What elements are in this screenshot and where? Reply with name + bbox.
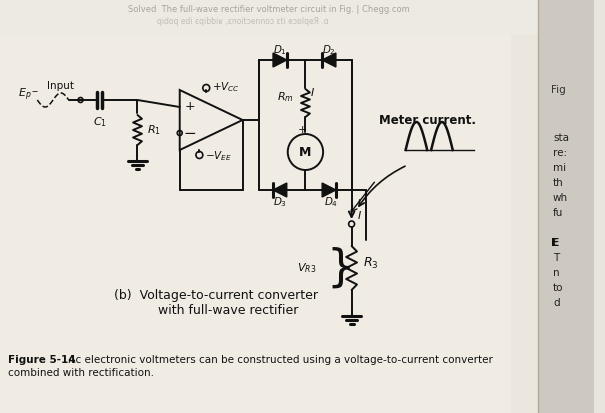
Text: (b)  Voltage-to-current converter: (b) Voltage-to-current converter: [114, 290, 318, 302]
Text: $I$: $I$: [310, 86, 315, 98]
Text: wh: wh: [553, 193, 568, 203]
Text: fu: fu: [553, 208, 563, 218]
Text: $E_p$: $E_p$: [18, 87, 31, 103]
Text: $R_1$: $R_1$: [147, 123, 162, 137]
Text: Meter current.: Meter current.: [379, 114, 476, 126]
Text: E: E: [551, 238, 558, 248]
Text: $C_1$: $C_1$: [93, 115, 107, 129]
Text: E: E: [553, 238, 560, 248]
Text: $D_2$: $D_2$: [322, 43, 336, 57]
Polygon shape: [322, 183, 336, 197]
Text: M: M: [299, 145, 312, 159]
Text: Ac electronic voltmeters can be constructed using a voltage-to-current converter: Ac electronic voltmeters can be construc…: [62, 355, 492, 365]
Text: +: +: [298, 125, 307, 135]
Text: mi: mi: [553, 163, 566, 173]
Text: --: --: [31, 86, 39, 96]
Text: $+V_{CC}$: $+V_{CC}$: [212, 80, 240, 94]
Text: $V_{R3}$: $V_{R3}$: [297, 261, 316, 275]
Text: T: T: [553, 253, 559, 263]
Text: Solved  The full-wave rectifier voltmeter circuit in Fig. | Chegg.com: Solved The full-wave rectifier voltmeter…: [128, 5, 410, 14]
Text: d: d: [553, 298, 560, 308]
Polygon shape: [273, 53, 287, 67]
Text: qidoq edi ɛqibbiʁ ,ɛnoitɔennоɔ ɛti eɔɒlqeЯ .ɑ: qidoq edi ɛqibbiʁ ,ɛnoitɔennоɔ ɛti eɔɒlq…: [157, 17, 329, 26]
Text: to: to: [553, 283, 563, 293]
FancyBboxPatch shape: [0, 0, 538, 35]
Text: $D_4$: $D_4$: [324, 195, 338, 209]
Text: n: n: [553, 268, 560, 278]
Text: +: +: [185, 100, 195, 114]
Text: re:: re:: [553, 148, 567, 158]
Text: $-V_{EE}$: $-V_{EE}$: [205, 149, 232, 163]
Text: Fig: Fig: [551, 85, 566, 95]
FancyBboxPatch shape: [511, 0, 538, 413]
Polygon shape: [322, 53, 336, 67]
Text: }: }: [326, 247, 355, 290]
Text: $D_3$: $D_3$: [273, 195, 287, 209]
Text: th: th: [553, 178, 564, 188]
Text: combined with rectification.: combined with rectification.: [8, 368, 154, 378]
Text: $D_1$: $D_1$: [273, 43, 287, 57]
Text: $R_3$: $R_3$: [364, 256, 379, 271]
Text: $R_m$: $R_m$: [277, 90, 293, 104]
Text: sta: sta: [553, 133, 569, 143]
Polygon shape: [273, 183, 287, 197]
Text: −: −: [183, 126, 196, 140]
Text: $I$: $I$: [358, 209, 362, 221]
Text: Figure 5-14: Figure 5-14: [8, 355, 76, 365]
Text: Input: Input: [47, 81, 74, 91]
Text: with full-wave rectifier: with full-wave rectifier: [134, 304, 298, 318]
FancyBboxPatch shape: [538, 0, 594, 413]
